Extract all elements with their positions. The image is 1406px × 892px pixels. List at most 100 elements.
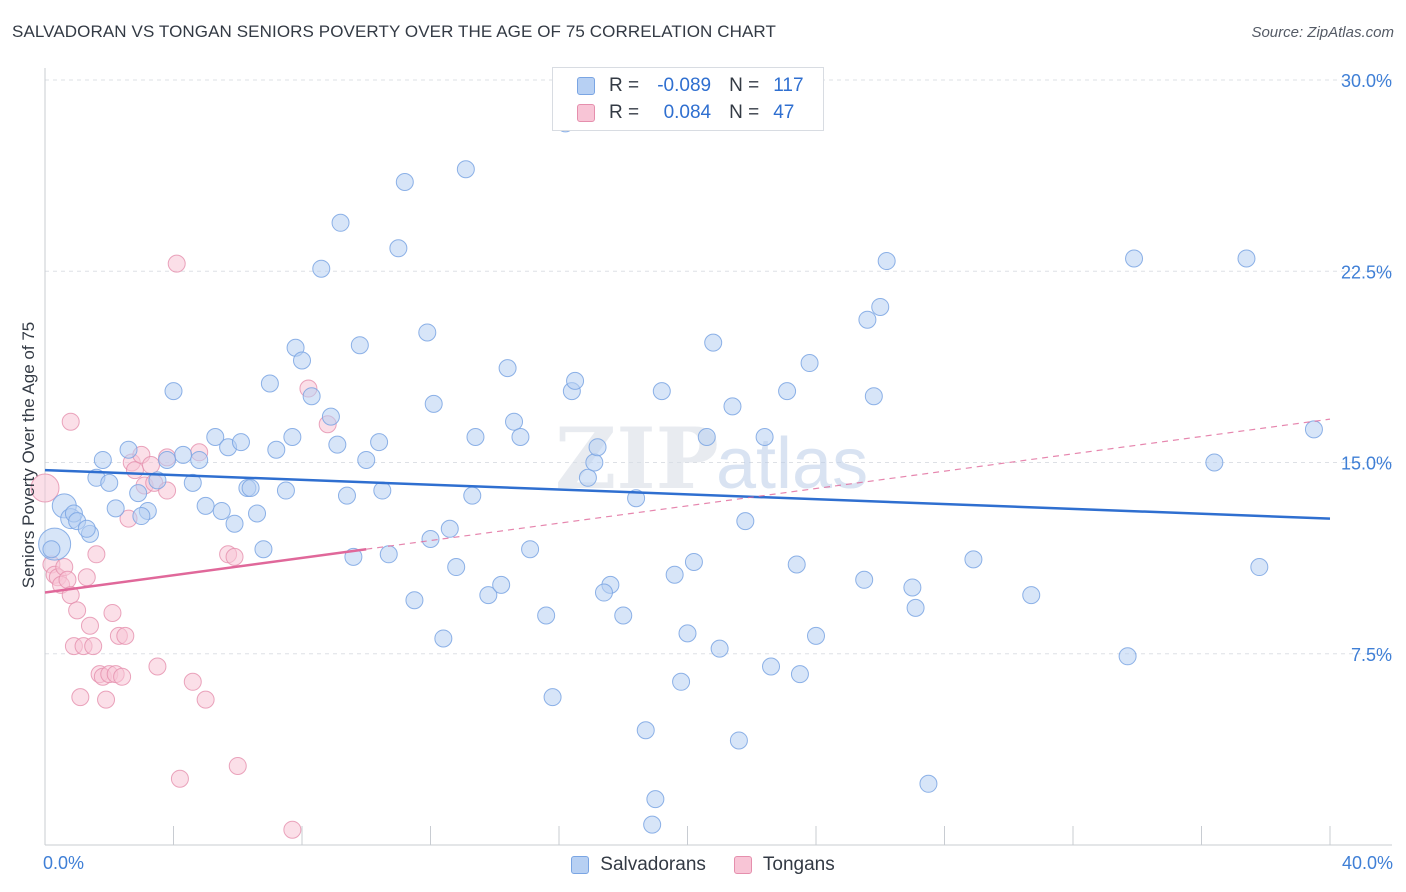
salvadorans-point <box>370 433 389 452</box>
salvadorans-point <box>148 471 167 490</box>
salvadorans-point <box>434 629 453 648</box>
salvadorans-points <box>38 114 1323 834</box>
salvadorans-point <box>158 450 177 469</box>
salvadorans-point <box>129 484 148 503</box>
salvadorans-point <box>505 412 524 431</box>
salvadorans-point <box>588 438 607 457</box>
tongans-point <box>167 254 186 273</box>
salvadorans-point <box>276 481 295 500</box>
salvadorans-swatch <box>571 856 590 874</box>
watermark: ZIP atlas <box>555 409 868 508</box>
tongans-swatch <box>733 856 752 874</box>
salvadorans-point <box>1250 558 1269 577</box>
trend-lines <box>44 418 1331 594</box>
salvadorans-point <box>331 213 350 232</box>
x-tick-label-min: 0.0% <box>43 853 84 873</box>
n-value: 47 <box>773 102 795 123</box>
salvadorans-point <box>174 445 193 464</box>
legend-item-salvadorans[interactable]: Salvadorans <box>571 854 706 876</box>
tongans-point <box>283 820 302 839</box>
salvadorans-point <box>511 428 530 446</box>
salvadorans-point <box>729 731 748 750</box>
salvadorans-point <box>248 504 267 523</box>
tongans-point <box>228 756 247 775</box>
salvadorans-point <box>225 514 244 533</box>
salvadorans-point <box>585 453 604 472</box>
salvadorans-point <box>183 473 202 492</box>
tongans-point <box>30 473 60 503</box>
legend-item-tongans[interactable]: Tongans <box>733 854 835 876</box>
tongans-point <box>116 626 135 645</box>
r-value: 0.084 <box>663 102 712 123</box>
salvadorans-point <box>254 540 273 559</box>
salvadorans-point <box>100 473 119 492</box>
tongans-trend-extension <box>366 418 1331 550</box>
salvadorans-point <box>395 173 414 191</box>
y-axis-label: Seniors Poverty Over the Age of 75 <box>19 321 38 589</box>
tongans-point <box>97 690 116 709</box>
salvadorans-point <box>421 530 440 548</box>
salvadorans-point <box>196 496 215 515</box>
salvadorans-point <box>877 252 896 271</box>
salvadorans-point <box>1118 647 1137 666</box>
salvadorans-point <box>1205 453 1224 472</box>
salvadorans-point <box>119 440 138 459</box>
tongans-point <box>183 672 202 691</box>
tongans-point <box>103 603 122 622</box>
salvadorans-point <box>337 486 356 505</box>
salvadorans-point <box>293 351 311 370</box>
salvadorans-point <box>479 586 498 605</box>
salvadorans-point <box>855 570 874 589</box>
salvadorans-point <box>267 440 286 459</box>
salvadorans-point <box>790 665 809 684</box>
tongans-point <box>87 545 106 564</box>
tongans-point <box>68 601 87 620</box>
tongans-point <box>196 690 215 709</box>
salvadorans-point <box>723 397 742 416</box>
y-tick-label: 30.0% <box>1341 71 1392 91</box>
salvadorans-point <box>807 626 825 645</box>
salvadorans-point <box>190 450 209 469</box>
salvadorans-point <box>864 387 883 406</box>
legend-label: Salvadorans <box>600 854 706 875</box>
salvadorans-point <box>636 721 655 740</box>
salvadorans-point <box>787 555 806 574</box>
axis-layer <box>44 68 1392 846</box>
tongans-point <box>142 456 161 475</box>
tongans-point <box>77 568 96 587</box>
salvadorans-point <box>543 688 562 707</box>
n-label: N = <box>729 102 760 123</box>
salvadorans-point <box>312 259 331 278</box>
salvadorans-point <box>492 575 511 594</box>
legend-row-tongans: R = 0.084 N = 47 <box>577 101 794 125</box>
salvadorans-point <box>405 591 424 610</box>
salvadorans-point <box>321 407 340 426</box>
salvadorans-point <box>672 672 691 691</box>
r-label: R = <box>609 75 640 96</box>
tongans-point <box>61 412 80 431</box>
salvadorans-point <box>241 479 260 497</box>
watermark-atlas: atlas <box>716 424 868 504</box>
salvadorans-point <box>906 598 925 617</box>
salvadorans-point <box>678 624 697 643</box>
salvadorans-point <box>260 374 279 393</box>
correlation-legend: R = -0.089 N = 117 R = 0.084 N = 47 <box>552 67 824 131</box>
tongans-trend-line <box>44 547 367 594</box>
salvadorans-point <box>858 310 877 329</box>
salvadorans-point <box>418 323 437 342</box>
salvadorans-point <box>697 428 716 446</box>
salvadorans-point <box>755 428 774 446</box>
source-label: Source: ZipAtlas.com <box>1251 24 1394 41</box>
salvadorans-point <box>1304 420 1323 439</box>
tongans-point <box>58 570 77 589</box>
salvadorans-point <box>521 540 540 559</box>
salvadorans-point <box>466 428 485 446</box>
tongans-point <box>170 769 189 788</box>
legend-row-salvadorans: R = -0.089 N = 117 <box>577 74 804 98</box>
salvadorans-point <box>463 486 482 505</box>
grid-layer <box>45 79 1392 655</box>
salvadorans-point <box>302 387 321 406</box>
tongans-point <box>113 667 132 686</box>
salvadorans-point <box>373 481 392 500</box>
